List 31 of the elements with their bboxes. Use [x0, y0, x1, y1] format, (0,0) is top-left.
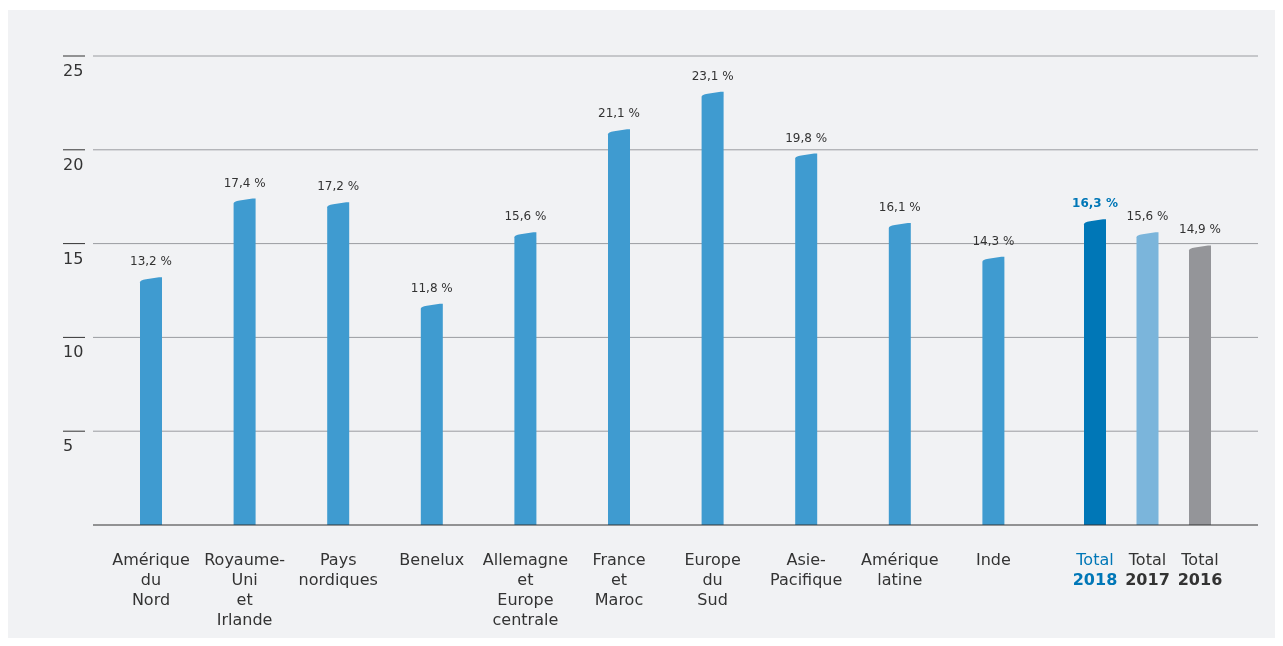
y-tick-label: 10: [63, 342, 84, 362]
x-tick-label: Inde: [975, 550, 1011, 569]
x-tick-label: France et Maroc: [592, 550, 646, 609]
data-label: 21,1 %: [598, 106, 640, 121]
x-tick-label: Pays nordiques: [298, 550, 378, 589]
x-tick-label: Amérique latine: [861, 550, 939, 589]
data-label: 14,9 %: [1179, 222, 1221, 237]
y-tick-label: 25: [63, 61, 84, 80]
x-tick-label: Total 2016: [1177, 550, 1223, 589]
x-tick-label: Amérique du Nord: [112, 550, 190, 609]
x-tick-label: Asie- Pacifique: [770, 550, 843, 589]
data-label: 23,1 %: [691, 68, 734, 83]
data-label: 15,6 %: [1126, 209, 1169, 224]
x-tick-label: Total 2017: [1125, 550, 1170, 589]
data-label: 13,2 %: [130, 254, 172, 269]
data-label: 16,3 %: [1072, 196, 1118, 211]
data-label: 17,4 %: [223, 175, 266, 190]
y-tick-label: 5: [63, 436, 74, 456]
data-label: 16,1 %: [878, 199, 921, 214]
x-tick-label: Allemagne et Europe centrale: [482, 550, 569, 629]
x-tick-label: Europe du Sud: [684, 550, 741, 609]
x-tick-label: Total 2018: [1072, 550, 1118, 589]
data-label: 14,3 %: [972, 233, 1015, 248]
data-label: 15,6 %: [504, 209, 547, 224]
y-tick-label: 15: [63, 248, 84, 268]
y-tick-label: 20: [63, 154, 84, 174]
x-tick-label: Royaume- Uni et Irlande: [204, 550, 286, 629]
data-label: 19,8 %: [785, 130, 828, 145]
x-tick-label: Benelux: [399, 550, 465, 569]
data-label: 17,2 %: [317, 179, 360, 194]
data-label: 11,8 %: [410, 280, 453, 295]
